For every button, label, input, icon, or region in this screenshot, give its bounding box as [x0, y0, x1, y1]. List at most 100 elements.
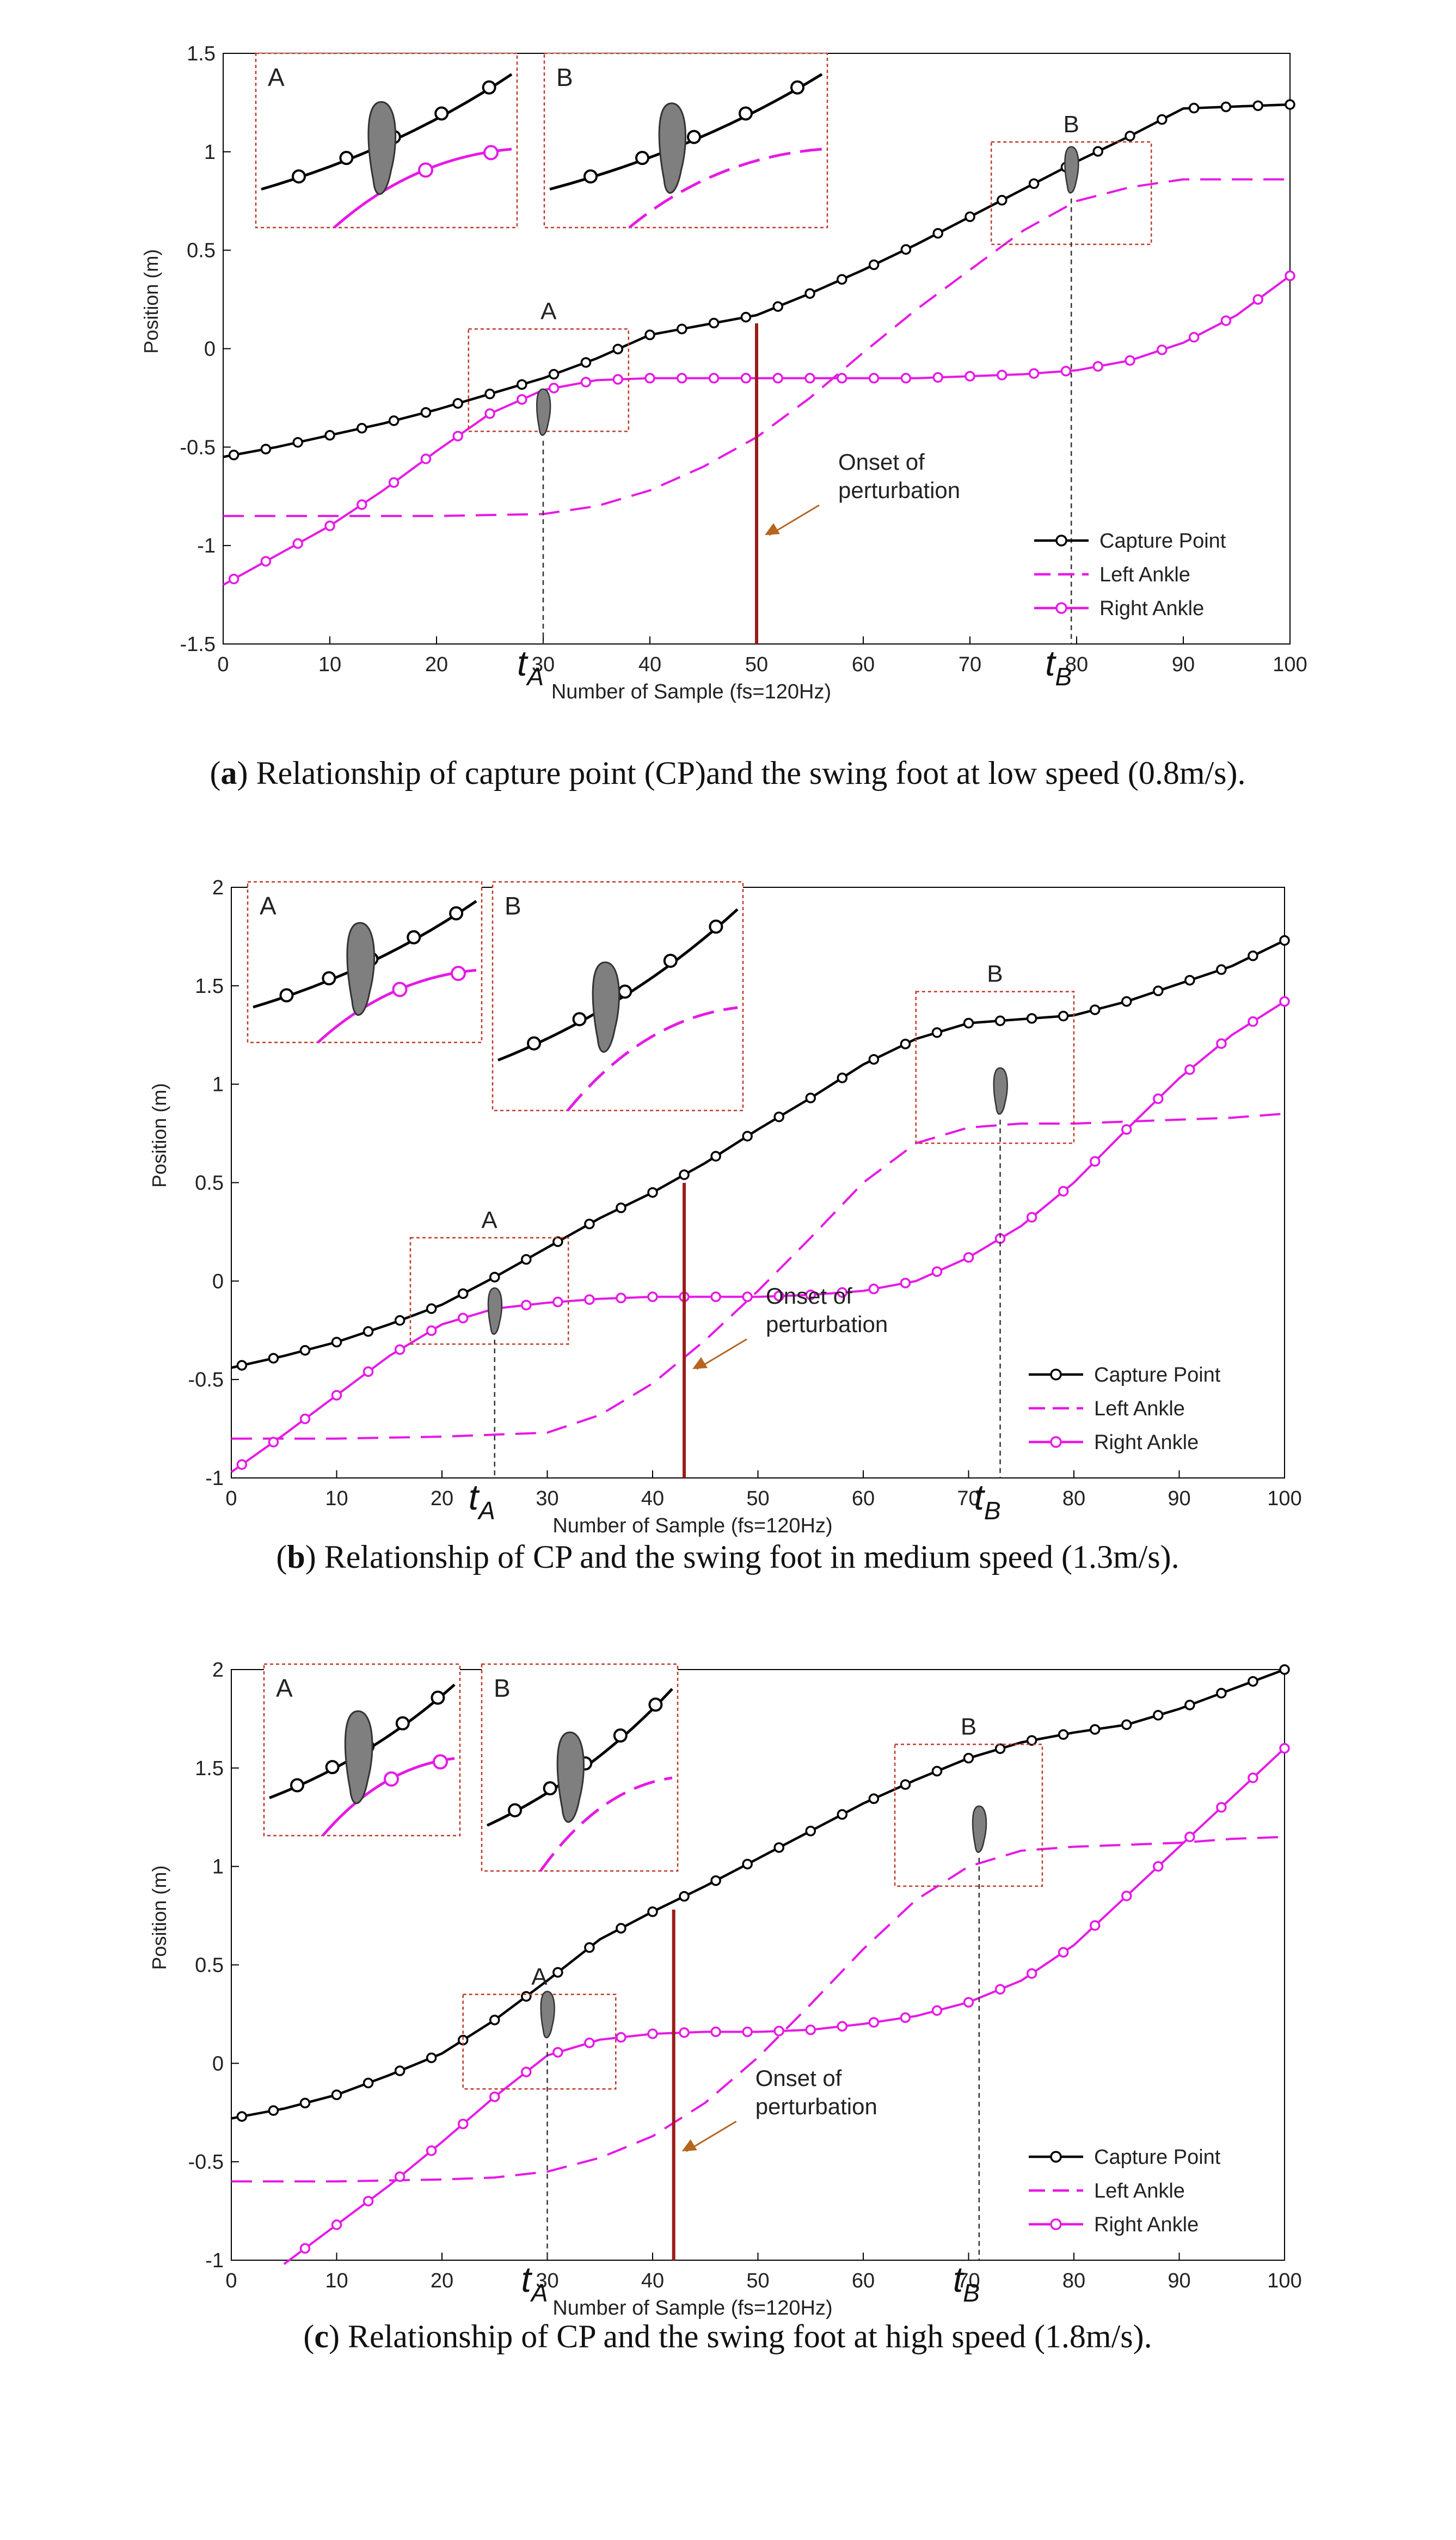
- inset-cp-point: [279, 988, 294, 1003]
- capture-point-point: [1157, 114, 1168, 125]
- right-ankle-point: [997, 370, 1007, 381]
- capture-point-point: [963, 1017, 974, 1029]
- right-ankle-point: [1252, 294, 1263, 305]
- right-ankle-point: [1026, 1968, 1037, 1979]
- caption-paren: (: [276, 1539, 287, 1575]
- capture-point-point: [357, 422, 367, 434]
- event-label-sub: A: [530, 2279, 548, 2307]
- capture-point-point: [1279, 1664, 1290, 1675]
- right-ankle-point: [1058, 1947, 1069, 1958]
- inset-b: B: [543, 52, 828, 229]
- capture-point-point: [1216, 1688, 1227, 1699]
- y-tick-label: 2: [212, 876, 224, 899]
- capture-point-point: [1089, 1724, 1101, 1735]
- swing-foot-icon: [972, 1805, 987, 1853]
- zoom-region-label: A: [481, 1207, 497, 1234]
- x-tick-label: 70: [957, 1487, 980, 1510]
- y-tick-label: 1: [204, 141, 216, 164]
- right-ankle-point: [963, 1252, 974, 1263]
- capture-point-point: [1184, 974, 1195, 986]
- x-tick-label: 60: [852, 2269, 875, 2292]
- inset-foot-icon: [592, 961, 620, 1053]
- y-tick-label: -1: [205, 2249, 224, 2272]
- inset-cp-point: [482, 80, 496, 95]
- y-tick-label: 0: [204, 338, 216, 361]
- zoom-region-a: [462, 1993, 617, 2090]
- legend-label: Left Ankle: [1094, 2180, 1185, 2202]
- right-ankle-point: [837, 2021, 848, 2032]
- capture-point-point: [1216, 964, 1227, 975]
- inset-cp-point: [583, 169, 598, 184]
- inset-cp-point: [508, 1803, 522, 1818]
- capture-point-point: [1285, 99, 1295, 110]
- swing-foot-icon: [993, 1067, 1008, 1115]
- capture-point-point: [363, 2077, 374, 2089]
- capture-point-point: [426, 2052, 437, 2063]
- capture-point-point: [236, 1360, 248, 1371]
- series-left-ankle-line: [223, 178, 1290, 517]
- right-ankle-point: [484, 408, 495, 419]
- right-ankle-point: [388, 477, 400, 488]
- capture-point-point: [932, 228, 943, 239]
- x-tick-label: 0: [225, 1487, 237, 1510]
- x-tick-label: 90: [1168, 2269, 1190, 2292]
- right-ankle-point: [1248, 1772, 1258, 1783]
- caption-text: ) Relationship of capture point (CP)and …: [237, 755, 1245, 791]
- capture-point-point: [1188, 102, 1200, 114]
- inset-ankle-line: [628, 148, 822, 229]
- capture-point-point: [331, 1336, 342, 1348]
- inset-foot-icon: [556, 1731, 585, 1823]
- caption-letter: b: [287, 1539, 305, 1575]
- right-ankle-point: [1092, 361, 1103, 372]
- caption-paren: (: [210, 755, 221, 791]
- inset-ankle-point: [483, 145, 499, 161]
- event-label-sub: A: [477, 1496, 495, 1525]
- right-ankle-point: [521, 1299, 532, 1311]
- swing-foot-icon: [536, 388, 551, 436]
- right-ankle-point: [1089, 1920, 1101, 1931]
- event-label-sub: A: [525, 662, 544, 691]
- figure-caption: (c) Relationship of CP and the swing foo…: [303, 2318, 1152, 2354]
- legend-marker: [1050, 1369, 1062, 1381]
- inset-cp-point: [635, 151, 649, 165]
- capture-point-point: [548, 369, 560, 380]
- zoom-region-a: [468, 328, 630, 432]
- x-tick-label: 50: [746, 1487, 769, 1510]
- y-tick-label: 1: [212, 1073, 224, 1096]
- y-tick-label: -0.5: [180, 436, 216, 459]
- x-tick-label: 0: [217, 653, 229, 676]
- right-ankle-point: [363, 2195, 374, 2207]
- inset-cp-point: [290, 1778, 304, 1793]
- capture-point-point: [900, 1039, 911, 1050]
- capture-point-point: [388, 415, 400, 426]
- capture-point-point: [521, 1254, 532, 1265]
- capture-point-point: [1279, 935, 1290, 946]
- capture-point-point: [260, 444, 272, 455]
- y-tick-label: -1: [205, 1467, 224, 1490]
- right-ankle-point: [580, 377, 592, 388]
- x-tick-label: 30: [532, 653, 555, 676]
- legend-label: Right Ankle: [1099, 597, 1204, 620]
- capture-point-point: [773, 1842, 784, 1853]
- capture-point-point: [521, 1991, 532, 2002]
- event-label-main: t: [953, 2259, 964, 2299]
- right-ankle-point: [292, 538, 303, 549]
- right-ankle-point: [1285, 270, 1295, 281]
- x-tick-label: 0: [225, 2269, 237, 2292]
- right-ankle-point: [363, 1366, 374, 1377]
- zoom-region-a: [409, 1237, 569, 1345]
- capture-point-point: [710, 1151, 721, 1162]
- y-tick-label: 1: [212, 1856, 224, 1879]
- right-ankle-point: [773, 2026, 784, 2036]
- swing-foot-icon: [487, 1287, 503, 1335]
- event-label-tA: tA: [521, 2259, 548, 2307]
- capture-point-point: [457, 1288, 469, 1299]
- y-tick-label: 0: [212, 2052, 224, 2075]
- swing-foot-icon: [540, 1991, 555, 2039]
- y-tick-label: 2: [212, 1659, 224, 1682]
- x-axis-label: Number of Sample (fs=120Hz): [552, 2297, 832, 2320]
- inset-cp-point: [434, 106, 449, 121]
- right-ankle-point: [1153, 1093, 1164, 1105]
- capture-point-point: [644, 329, 655, 340]
- right-ankle-point: [616, 2032, 626, 2043]
